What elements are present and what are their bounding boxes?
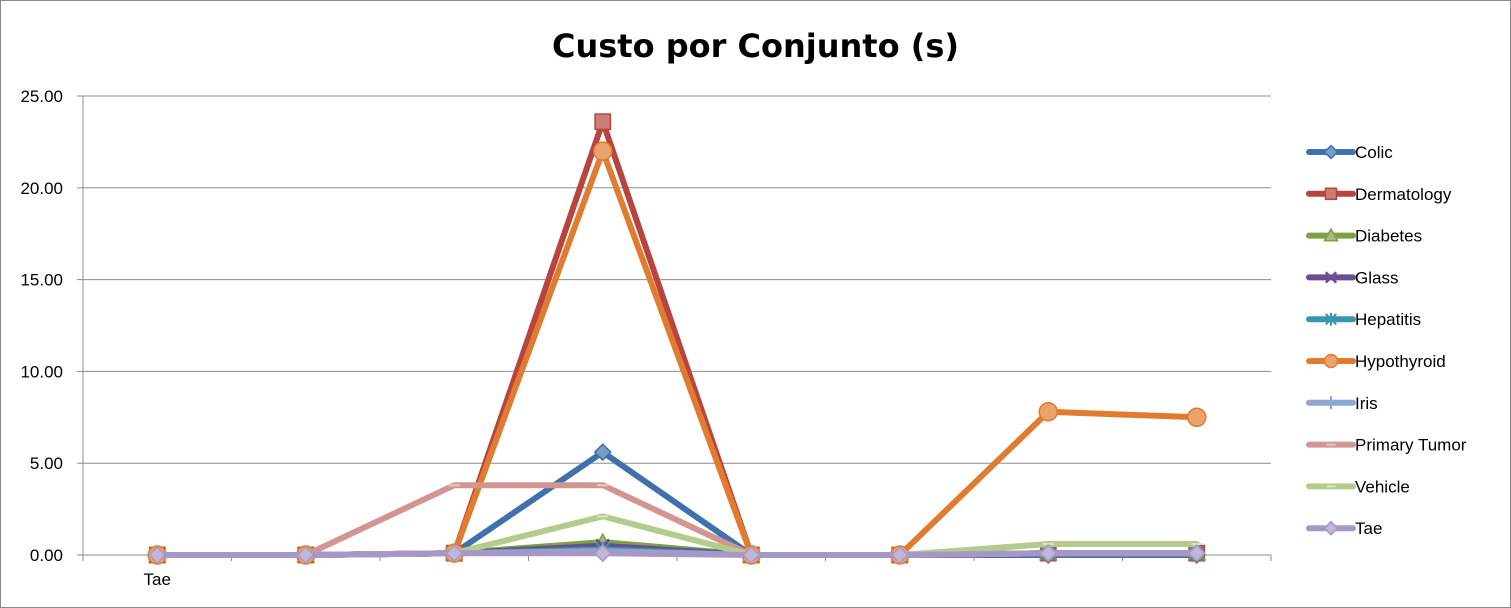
data-point-marker — [148, 545, 167, 565]
data-point-marker — [296, 545, 315, 565]
legend-label: Vehicle — [1355, 477, 1410, 496]
legend-item: Vehicle — [1306, 477, 1410, 496]
data-point-marker — [1324, 271, 1338, 284]
data-point-marker — [593, 141, 613, 161]
data-point-marker — [1323, 144, 1339, 160]
legend-label: Hypothyroid — [1355, 352, 1446, 371]
legend-label: Colic — [1355, 143, 1393, 162]
legend: Colic Dermatology Diabetes Glass Hepatitis Hy… — [1306, 143, 1467, 538]
legend-item: Hypothyroid — [1306, 352, 1446, 371]
legend-label: Tae — [1355, 519, 1382, 538]
data-point-marker — [1323, 520, 1339, 536]
data-point-marker — [1187, 407, 1207, 428]
data-point-marker — [742, 545, 761, 565]
data-point-marker — [1039, 544, 1058, 563]
y-tick-label: 5.00 — [30, 454, 63, 473]
series-lines — [147, 113, 1207, 565]
legend-label: Dermatology — [1355, 185, 1452, 204]
series-line — [154, 148, 1200, 558]
data-point-marker — [445, 544, 464, 563]
data-point-marker — [593, 443, 612, 462]
y-tick-label: 15.00 — [20, 271, 63, 290]
legend-item: Iris — [1306, 394, 1378, 413]
gridlines — [83, 95, 1271, 464]
legend-item: Glass — [1306, 268, 1398, 287]
series-dermatology — [148, 113, 1206, 564]
legend-item: Dermatology — [1306, 185, 1452, 204]
data-point-marker — [890, 545, 909, 565]
y-tick-label: 20.00 — [20, 179, 63, 198]
data-point-marker — [1324, 187, 1338, 201]
data-point-marker — [1325, 312, 1337, 326]
axes: 0.00 5.00 10.00 15.00 20.00 25.00 Tae — [20, 87, 1272, 589]
legend-label: Glass — [1355, 268, 1398, 287]
legend-item: Diabetes — [1306, 227, 1422, 246]
legend-label: Primary Tumor — [1355, 436, 1467, 455]
data-point-marker — [1324, 396, 1338, 410]
legend-item: Tae — [1306, 519, 1382, 538]
legend-label: Diabetes — [1355, 227, 1422, 246]
data-point-marker — [1323, 227, 1339, 242]
chart-title: Custo por Conjunto (s) — [551, 27, 960, 65]
legend-label: Iris — [1355, 394, 1378, 413]
legend-item: Hepatitis — [1306, 310, 1421, 329]
data-point-marker — [594, 113, 612, 131]
series-line — [154, 550, 1200, 558]
y-tick-label: 25.00 — [20, 87, 63, 106]
y-tick-label: 10.00 — [20, 362, 63, 381]
x-tick-label: Tae — [144, 570, 171, 589]
legend-item: Colic — [1306, 143, 1393, 162]
series-line — [154, 118, 1200, 558]
data-point-marker — [1038, 402, 1058, 422]
data-point-marker — [593, 544, 612, 563]
series-line — [154, 449, 1200, 558]
series-tae — [148, 544, 1206, 565]
y-tick-label: 0.00 — [30, 546, 63, 565]
legend-label: Hepatitis — [1355, 310, 1421, 329]
data-point-marker — [1187, 544, 1206, 563]
legend-item: Primary Tumor — [1306, 436, 1467, 455]
data-point-marker — [1323, 353, 1339, 369]
